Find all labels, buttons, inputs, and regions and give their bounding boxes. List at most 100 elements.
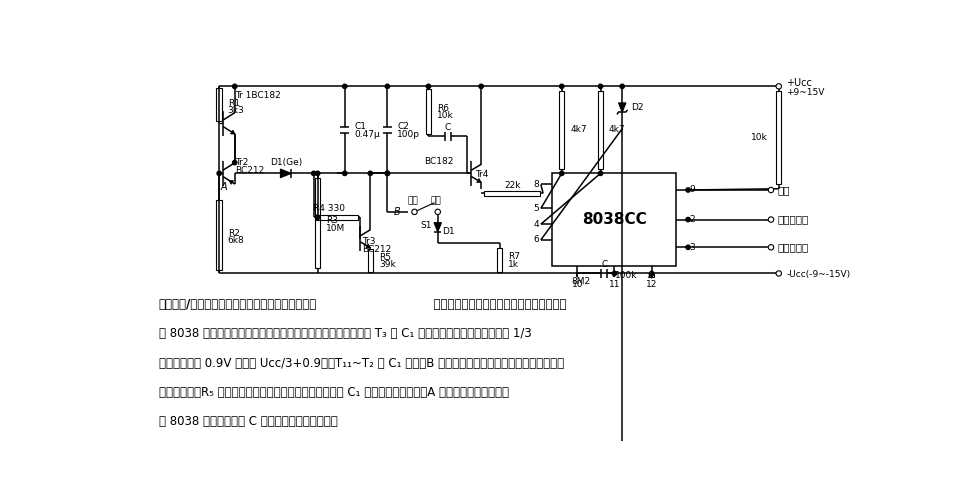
Text: R1: R1 xyxy=(228,99,240,108)
Text: -Ucc(-9~-15V): -Ucc(-9~-15V) xyxy=(786,270,851,280)
Polygon shape xyxy=(230,130,235,134)
Text: 3k3: 3k3 xyxy=(228,106,245,115)
Circle shape xyxy=(612,271,616,276)
Text: 12: 12 xyxy=(646,280,658,289)
Text: S1: S1 xyxy=(420,221,432,230)
Bar xyxy=(776,92,781,184)
Circle shape xyxy=(685,188,690,192)
Circle shape xyxy=(435,209,441,214)
Text: 10k: 10k xyxy=(437,111,454,120)
Text: 22k: 22k xyxy=(504,181,520,190)
Polygon shape xyxy=(476,178,481,182)
Text: 6: 6 xyxy=(534,236,540,245)
Circle shape xyxy=(685,217,690,222)
Polygon shape xyxy=(434,223,442,232)
Text: BC212: BC212 xyxy=(362,245,391,254)
Text: 8038CC: 8038CC xyxy=(582,212,647,227)
Text: 39k: 39k xyxy=(379,260,396,269)
Text: D1: D1 xyxy=(443,227,455,237)
Text: 8: 8 xyxy=(534,180,540,189)
Text: R5: R5 xyxy=(379,253,391,262)
Circle shape xyxy=(232,84,237,89)
Text: BC212: BC212 xyxy=(234,166,264,175)
Bar xyxy=(217,200,222,270)
Bar xyxy=(425,89,431,134)
Text: 线性: 线性 xyxy=(408,197,419,205)
Circle shape xyxy=(768,245,774,250)
Circle shape xyxy=(776,271,781,276)
Text: C2: C2 xyxy=(397,121,409,131)
Circle shape xyxy=(343,84,347,89)
Circle shape xyxy=(385,171,390,176)
Text: 3: 3 xyxy=(689,243,695,252)
Text: 10M: 10M xyxy=(326,224,346,233)
Text: R4 330: R4 330 xyxy=(313,204,346,213)
Text: 2: 2 xyxy=(689,215,695,224)
Text: Tr2: Tr2 xyxy=(234,158,248,167)
Circle shape xyxy=(316,171,320,176)
Circle shape xyxy=(560,84,564,89)
Text: +Ucc: +Ucc xyxy=(786,78,812,88)
Text: 10: 10 xyxy=(571,280,583,289)
Bar xyxy=(552,173,677,266)
Text: 电源电压再加 0.9V 时（即 Ucc/3+0.9），T₁₁~T₂ 使 C₁ 复位。B 点电位由电源电压和分压电阻确定后，为: 电源电压再加 0.9V 时（即 Ucc/3+0.9），T₁₁~T₂ 使 C₁ 复… xyxy=(158,356,564,370)
Circle shape xyxy=(312,171,316,176)
Text: 10k: 10k xyxy=(751,133,768,142)
Text: 1k: 1k xyxy=(508,260,519,269)
Circle shape xyxy=(385,84,390,89)
Circle shape xyxy=(598,84,603,89)
Text: C: C xyxy=(444,123,451,132)
Text: R2: R2 xyxy=(228,229,240,238)
Circle shape xyxy=(217,171,222,176)
Text: 三角波输出: 三角波输出 xyxy=(778,214,808,225)
Text: 100k: 100k xyxy=(615,271,637,280)
Circle shape xyxy=(598,171,603,176)
Circle shape xyxy=(768,217,774,222)
Circle shape xyxy=(316,215,320,219)
Text: 于 8038 用的定时电容 C 复位，并与示波器同步。: 于 8038 用的定时电容 C 复位，并与示波器同步。 xyxy=(158,415,338,428)
Polygon shape xyxy=(229,180,233,184)
Text: D2: D2 xyxy=(632,103,644,112)
Circle shape xyxy=(560,171,564,176)
Text: +9~15V: +9~15V xyxy=(786,88,825,97)
Text: 8M2: 8M2 xyxy=(571,277,590,286)
Circle shape xyxy=(385,171,390,176)
Text: C1: C1 xyxy=(355,121,367,131)
Circle shape xyxy=(426,84,431,89)
Text: D1(Ge): D1(Ge) xyxy=(270,158,302,167)
Text: 4k7: 4k7 xyxy=(570,125,587,134)
Text: 由四只晶体管组成的电路，可以为函数发生: 由四只晶体管组成的电路，可以为函数发生 xyxy=(426,298,566,311)
Bar xyxy=(497,248,502,272)
Text: A: A xyxy=(221,182,228,192)
Text: 6k8: 6k8 xyxy=(228,236,245,245)
Text: 具有线性/对数扫描的正弦波、方波、三角波发生器: 具有线性/对数扫描的正弦波、方波、三角波发生器 xyxy=(158,298,317,311)
Text: BC182: BC182 xyxy=(424,156,454,165)
Circle shape xyxy=(412,209,418,214)
Bar xyxy=(559,91,564,169)
Text: 器 8038 选择线性扫频或对数扫频。在线性方式下，恒流发生器 T₃ 对 C₁ 近似线性充电，当其电压达到 1/3: 器 8038 选择线性扫频或对数扫频。在线性方式下，恒流发生器 T₃ 对 C₁ … xyxy=(158,327,532,341)
Text: 4: 4 xyxy=(534,220,540,229)
Text: R3: R3 xyxy=(326,216,338,225)
Text: Tr3: Tr3 xyxy=(362,238,375,247)
Circle shape xyxy=(479,84,483,89)
Text: 方波: 方波 xyxy=(778,185,790,195)
Text: 正弦波输出: 正弦波输出 xyxy=(778,242,808,252)
Bar xyxy=(316,214,358,220)
Text: 了改变频率，R₅ 可变为电位器。在对数方式下，正反馈为 C₁ 提供指数规律充电。A 点有窄的正脉冲，可用: 了改变频率，R₅ 可变为电位器。在对数方式下，正反馈为 C₁ 提供指数规律充电。… xyxy=(158,386,509,399)
Text: 5: 5 xyxy=(534,204,540,213)
Polygon shape xyxy=(280,169,291,178)
Text: 对数: 对数 xyxy=(431,197,442,205)
Text: B: B xyxy=(394,207,401,217)
Text: 0.47μ: 0.47μ xyxy=(355,130,380,139)
Text: Tr4: Tr4 xyxy=(475,170,489,179)
Bar xyxy=(315,178,321,268)
Bar xyxy=(368,248,373,272)
Polygon shape xyxy=(618,103,626,112)
Circle shape xyxy=(650,271,654,276)
Bar xyxy=(484,191,540,196)
Text: 11: 11 xyxy=(609,280,620,289)
Circle shape xyxy=(620,84,624,89)
Text: C: C xyxy=(601,260,608,269)
Text: R7: R7 xyxy=(508,252,520,261)
Text: Tr 1BC182: Tr 1BC182 xyxy=(234,91,280,100)
